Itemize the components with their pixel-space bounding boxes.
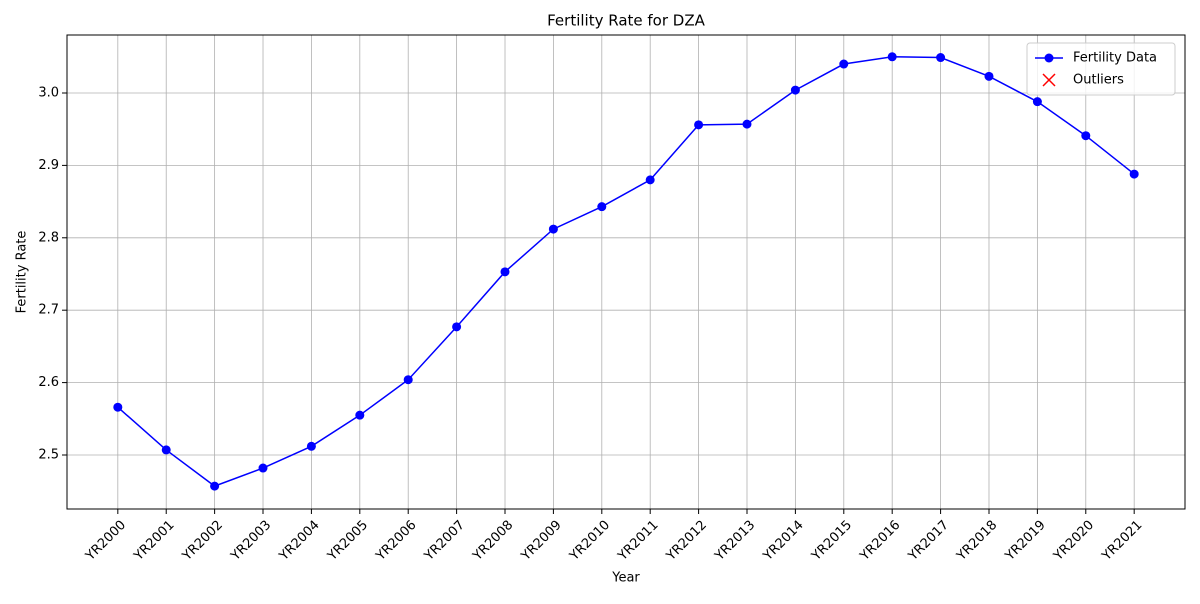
- legend-marker: [1044, 53, 1054, 63]
- x-tick-label: YR2016: [857, 518, 904, 565]
- data-point: [645, 175, 655, 185]
- legend-label: Outliers: [1073, 73, 1124, 88]
- x-tick-label: YR2008: [470, 518, 517, 565]
- data-point: [258, 463, 268, 473]
- data-point: [452, 322, 462, 332]
- y-tick-label: 2.5: [38, 447, 59, 462]
- data-point: [984, 71, 994, 81]
- legend-box: [1026, 42, 1176, 96]
- x-tick-label: YR2020: [1050, 518, 1097, 565]
- marker-stroke: [1042, 73, 1056, 87]
- y-tick-label: 2.6: [38, 375, 59, 390]
- x-tick-label: YR2009: [518, 518, 565, 565]
- x-tick-label: YR2004: [276, 518, 323, 565]
- data-point: [1081, 131, 1091, 141]
- data-point: [936, 53, 946, 63]
- data-point: [1032, 97, 1042, 107]
- data-point: [694, 120, 704, 130]
- data-point: [500, 267, 510, 277]
- data-point: [548, 224, 558, 234]
- data-point: [161, 445, 171, 455]
- x-tick-label: YR2011: [615, 518, 662, 565]
- x-tick-label: YR2000: [82, 518, 129, 565]
- x-tick-label: YR2002: [179, 518, 226, 565]
- data-point: [839, 59, 849, 69]
- x-tick-label: YR2019: [1002, 518, 1049, 565]
- x-tick-label: YR2012: [663, 518, 710, 565]
- data-point: [306, 441, 316, 451]
- y-tick-label: 2.8: [38, 230, 59, 245]
- legend-marker: [1042, 73, 1056, 87]
- x-tick-label: YR2017: [905, 518, 952, 565]
- x-axis-label: Year: [611, 571, 640, 586]
- data-point: [887, 52, 897, 62]
- plot-frame: [66, 34, 1186, 510]
- x-tick-label: YR2001: [131, 518, 178, 565]
- y-axis-label: Fertility Rate: [15, 231, 30, 314]
- chart-title: Fertility Rate for DZA: [547, 12, 705, 30]
- x-tick-label: YR2021: [1099, 518, 1146, 565]
- y-tick-label: 2.7: [38, 303, 59, 318]
- data-point: [1129, 169, 1139, 179]
- data-point: [742, 119, 752, 129]
- y-tick-label: 3.0: [38, 85, 59, 100]
- data-point: [403, 375, 413, 385]
- data-point: [790, 85, 800, 95]
- y-tick-label: 2.9: [38, 158, 59, 173]
- x-tick-label: YR2013: [712, 518, 759, 565]
- x-tick-label: YR2015: [808, 518, 855, 565]
- data-point: [210, 481, 220, 491]
- data-point: [355, 410, 365, 420]
- x-tick-label: YR2007: [421, 518, 468, 565]
- data-line: [117, 56, 1135, 487]
- x-tick-label: YR2010: [566, 518, 613, 565]
- x-tick-label: YR2005: [324, 518, 371, 565]
- x-tick-label: YR2018: [954, 518, 1001, 565]
- x-tick-label: YR2003: [228, 518, 275, 565]
- x-tick-label: YR2014: [760, 518, 807, 565]
- data-point: [113, 402, 123, 412]
- legend-label: Fertility Data: [1073, 51, 1157, 66]
- x-tick-label: YR2006: [373, 518, 420, 565]
- data-point: [597, 202, 607, 212]
